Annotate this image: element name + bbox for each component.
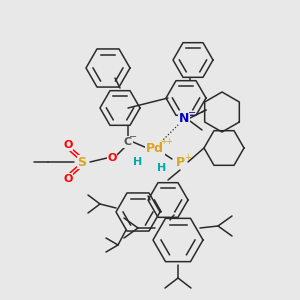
Text: O: O bbox=[107, 153, 117, 163]
Text: N: N bbox=[179, 112, 189, 124]
Text: −: − bbox=[188, 108, 196, 118]
Text: H: H bbox=[158, 163, 166, 173]
Text: H: H bbox=[134, 157, 142, 167]
Text: C: C bbox=[124, 137, 132, 147]
Text: P: P bbox=[176, 155, 184, 169]
Text: Pd: Pd bbox=[146, 142, 164, 154]
Text: +: + bbox=[184, 152, 191, 161]
Text: O: O bbox=[63, 140, 73, 150]
Text: S: S bbox=[77, 155, 86, 169]
Text: −: − bbox=[129, 132, 137, 142]
Text: ++: ++ bbox=[160, 137, 173, 146]
Text: O: O bbox=[63, 174, 73, 184]
